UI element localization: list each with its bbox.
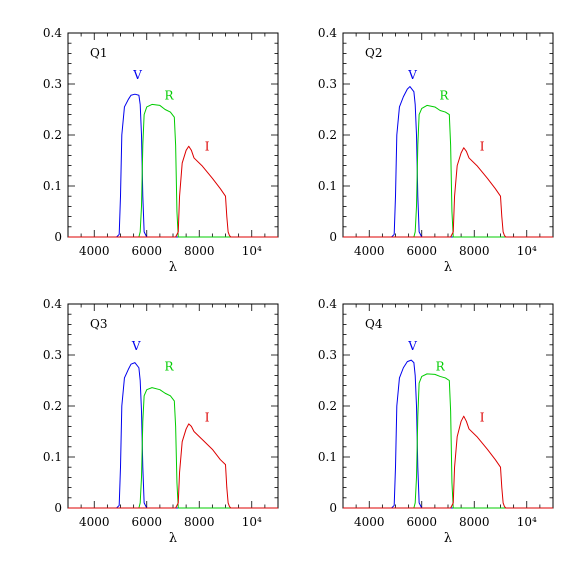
y-tick-label: 0.4: [318, 297, 337, 311]
series-line-r: [68, 387, 278, 509]
x-tick-label: 6000: [131, 244, 162, 258]
x-tick-label: 6000: [406, 515, 437, 529]
y-tick-label: 0.3: [318, 77, 337, 91]
y-tick-label: 0: [54, 501, 62, 515]
x-tick-label: 4000: [354, 515, 385, 529]
y-tick-label: 0.4: [43, 297, 62, 311]
series-line-i: [68, 145, 278, 238]
series-line-r: [68, 103, 278, 238]
x-tick-label: 8000: [459, 244, 490, 258]
series-label-i: I: [480, 139, 485, 153]
plot-frame: [67, 32, 279, 238]
x-tick-label: 4000: [79, 244, 110, 258]
x-axis-title: λ: [169, 260, 177, 275]
x-tick-label: 10⁴: [517, 515, 537, 529]
series-label-i: I: [480, 410, 485, 424]
y-tick-label: 0.2: [43, 399, 62, 413]
y-tick-label: 0.1: [43, 179, 62, 193]
series-line-r: [343, 373, 553, 509]
panel-q2: 4000 6000 8000 10⁴ 0 0.1 0.2 0.3 0.4 λ Q2 V R I: [318, 26, 554, 275]
plot-frame: [67, 303, 279, 509]
y-tick-label: 0.1: [318, 179, 337, 193]
series-label-v: V: [407, 339, 417, 353]
series-line-i: [68, 423, 278, 509]
series-line-i: [343, 415, 553, 509]
y-tick-label: 0.3: [43, 348, 62, 362]
x-tick-label: 6000: [131, 515, 162, 529]
x-tick-label: 10⁴: [517, 244, 537, 258]
series-label-i: I: [205, 139, 210, 153]
panel-label: Q3: [90, 317, 107, 331]
y-tick-label: 0.2: [318, 399, 337, 413]
panel-label: Q2: [365, 46, 382, 60]
series-label-v: V: [131, 339, 141, 353]
panel-q1: 4000 6000 8000 10⁴ 0 0.1 0.2 0.3 0.4 λ Q1 V R I: [43, 26, 279, 275]
plot-frame: [342, 32, 554, 238]
y-tick-label: 0.1: [43, 450, 62, 464]
panel-label: Q1: [90, 46, 107, 60]
y-tick-label: 0.2: [43, 128, 62, 142]
panel-label: Q4: [365, 317, 383, 331]
plot-frame: [342, 303, 554, 509]
x-tick-label: 10⁴: [242, 244, 262, 258]
x-axis-title: λ: [444, 531, 452, 546]
x-tick-label: 10⁴: [242, 515, 262, 529]
y-tick-label: 0.4: [43, 26, 62, 40]
y-tick-label: 0.3: [318, 348, 337, 362]
y-tick-label: 0: [329, 501, 337, 515]
x-tick-label: 6000: [406, 244, 437, 258]
series-label-r: R: [436, 359, 446, 373]
y-tick-label: 0: [329, 230, 337, 244]
series-line-i: [343, 147, 553, 238]
series-line-v: [68, 362, 278, 509]
series-label-i: I: [205, 410, 210, 424]
y-tick-label: 0.1: [318, 450, 337, 464]
series-label-v: V: [132, 68, 142, 82]
x-tick-label: 4000: [354, 244, 385, 258]
y-tick-label: 0.2: [318, 128, 337, 142]
x-tick-label: 8000: [184, 244, 215, 258]
series-line-v: [343, 359, 553, 509]
y-tick-label: 0.4: [318, 26, 337, 40]
series-line-r: [343, 104, 553, 238]
y-tick-label: 0: [54, 230, 62, 244]
panel-q3: 4000 6000 8000 10⁴ 0 0.1 0.2 0.3 0.4 λ Q3 V R I: [43, 297, 279, 546]
y-tick-label: 0.3: [43, 77, 62, 91]
series-label-r: R: [165, 88, 175, 102]
x-tick-label: 4000: [79, 515, 110, 529]
x-tick-label: 8000: [184, 515, 215, 529]
series-line-v: [68, 93, 278, 238]
series-line-v: [343, 86, 553, 238]
x-axis-title: λ: [169, 531, 177, 546]
series-label-r: R: [165, 359, 175, 373]
series-label-r: R: [440, 88, 450, 102]
x-axis-title: λ: [444, 260, 452, 275]
series-label-v: V: [407, 68, 417, 82]
x-tick-label: 8000: [459, 515, 490, 529]
panel-q4: 4000 6000 8000 10⁴ 0 0.1 0.2 0.3 0.4 λ Q4 V R I: [318, 297, 554, 546]
